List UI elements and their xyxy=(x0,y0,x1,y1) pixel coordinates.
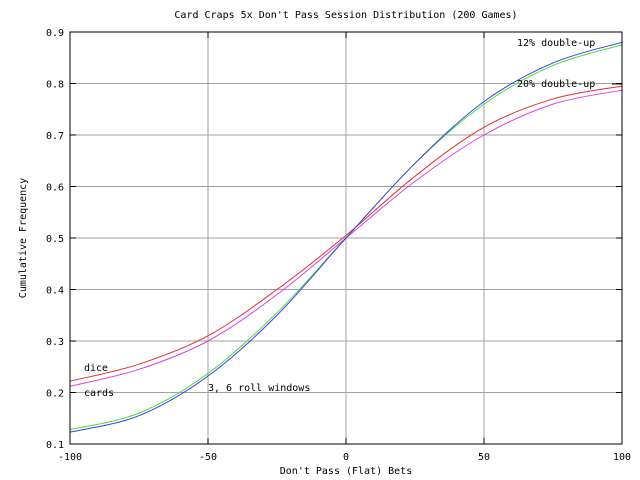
chart-title: Card Craps 5x Don't Pass Session Distrib… xyxy=(174,10,517,21)
y-tick-label: 0.8 xyxy=(46,80,64,91)
y-axis-label: Cumulative Frequency xyxy=(18,178,29,298)
annotation: 20% double-up xyxy=(517,79,595,90)
annotations: 12% double-up 20% double-up dice cards 3, 6 … xyxy=(84,38,622,399)
y-tick-label: 0.4 xyxy=(46,286,64,297)
y-tick-label: 0.3 xyxy=(46,337,64,348)
series-lines xyxy=(69,41,623,433)
x-tick-label: 0 xyxy=(343,452,349,463)
series-line xyxy=(69,85,623,382)
x-axis-label: Don't Pass (Flat) Bets xyxy=(280,466,412,477)
x-tick-label: 100 xyxy=(613,452,631,463)
x-tick-label: -100 xyxy=(58,452,82,463)
annotation: 12% double-up xyxy=(517,38,595,49)
annotation: cards xyxy=(84,388,114,399)
y-tick-label: 0.6 xyxy=(46,183,64,194)
y-tick-label: 0.9 xyxy=(46,28,64,39)
y-tick-label: 0.2 xyxy=(46,389,64,400)
x-tick-label: -50 xyxy=(199,452,217,463)
y-tick-label: 0.7 xyxy=(46,131,64,142)
y-tick-label: 0.1 xyxy=(46,440,64,451)
axis-ticks: 0.1 0.2 0.3 0.4 0.5 0.6 0.7 0.8 0.9 -100 -50 0 50 100 xyxy=(46,28,631,463)
x-tick-label: 50 xyxy=(478,452,490,463)
annotation: 3, 6 roll windows xyxy=(208,383,310,394)
series-line xyxy=(69,41,623,433)
y-tick-label: 0.5 xyxy=(46,234,64,245)
annotation: dice xyxy=(84,363,108,374)
